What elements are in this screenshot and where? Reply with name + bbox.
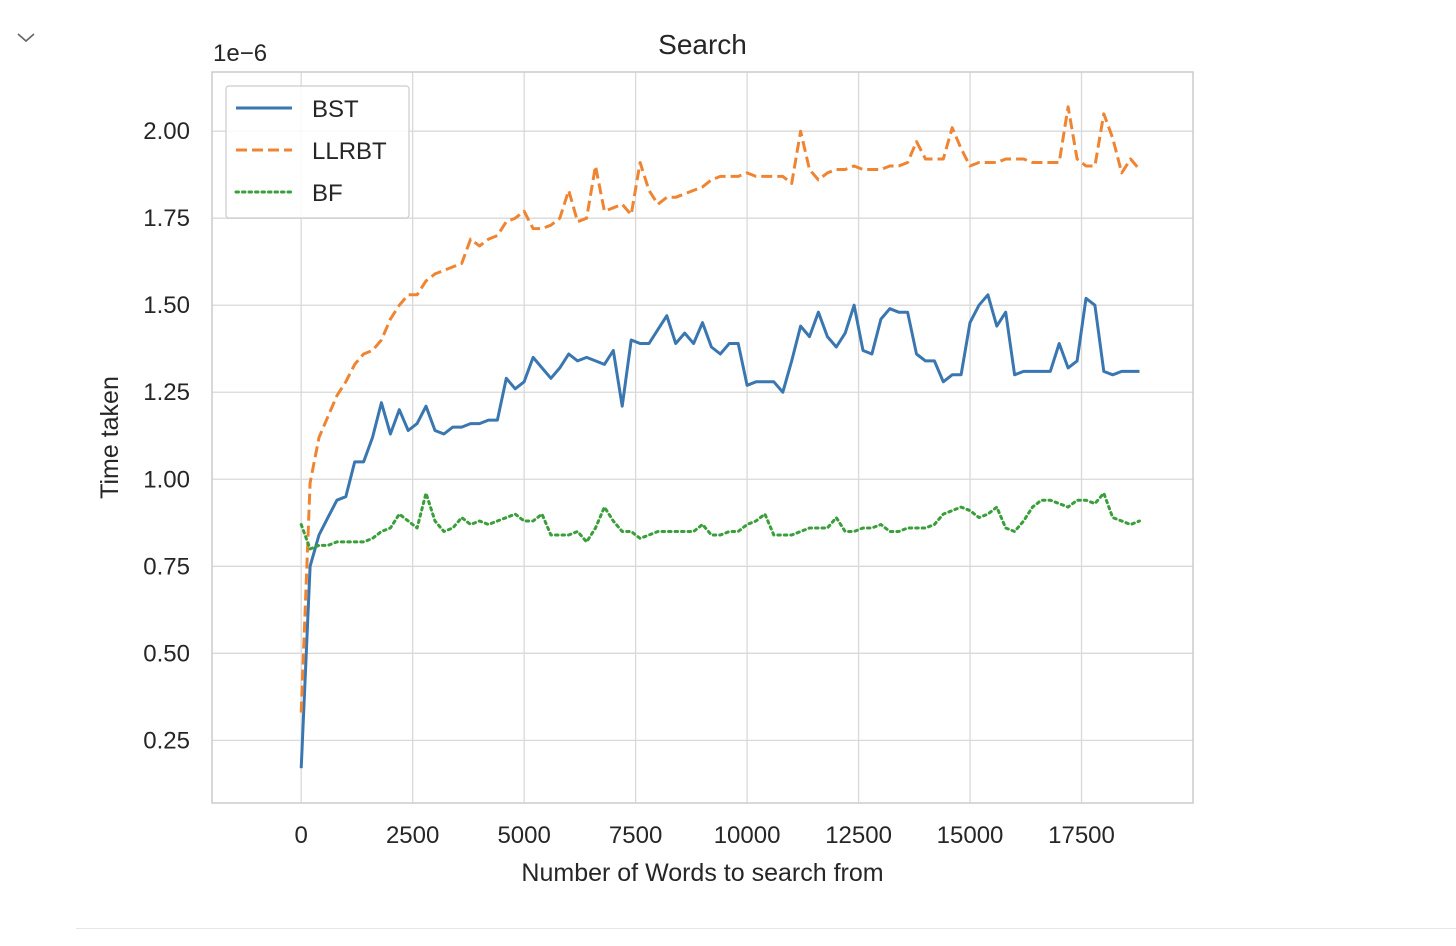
y-tick-label: 1.00 bbox=[143, 466, 190, 493]
y-tick-label: 2.00 bbox=[143, 118, 190, 145]
y-axis-label: Time taken bbox=[96, 376, 124, 499]
x-tick-label: 10000 bbox=[714, 822, 781, 849]
x-tick-label: 2500 bbox=[386, 822, 439, 849]
x-tick-label: 15000 bbox=[937, 822, 1004, 849]
y-tick-label: 0.50 bbox=[143, 640, 190, 667]
y-offset-text: 1e−6 bbox=[213, 40, 267, 67]
chart-title: Search bbox=[658, 29, 747, 60]
y-tick-label: 1.50 bbox=[143, 292, 190, 319]
chevron-down-icon bbox=[17, 33, 35, 43]
y-tick-label: 1.75 bbox=[143, 205, 190, 232]
legend-label-bst: BST bbox=[312, 96, 359, 123]
x-tick-label: 7500 bbox=[609, 822, 662, 849]
series-line-bf bbox=[299, 491, 1141, 551]
x-tick-label: 5000 bbox=[497, 822, 550, 849]
y-tick-labels: 0.25 0.50 0.75 1.00 1.25 1.50 1.75 2.00 bbox=[143, 118, 190, 754]
cell-collapse-toggle[interactable] bbox=[14, 26, 38, 50]
legend-box bbox=[225, 85, 410, 219]
cell-divider bbox=[76, 928, 1456, 929]
series-line-bst bbox=[299, 293, 1140, 769]
legend-label-llrbt: LLRBT bbox=[312, 138, 387, 165]
y-tick-label: 0.25 bbox=[143, 727, 190, 754]
legend-label-bf: BF bbox=[312, 180, 343, 207]
axes-frame bbox=[211, 71, 1194, 804]
x-tick-label: 0 bbox=[295, 822, 308, 849]
legend: BST LLRBT BF bbox=[225, 85, 410, 219]
x-tick-label: 12500 bbox=[825, 822, 892, 849]
x-tick-labels: 0 2500 5000 7500 10000 12500 15000 17500 bbox=[295, 822, 1115, 849]
y-tick-label: 1.25 bbox=[143, 379, 190, 406]
series-lines bbox=[299, 105, 1141, 769]
x-axis-label: Number of Words to search from bbox=[521, 859, 883, 887]
x-tick-label: 17500 bbox=[1048, 822, 1115, 849]
grid bbox=[212, 72, 1193, 803]
series-line-llrbt bbox=[299, 105, 1141, 713]
y-tick-label: 0.75 bbox=[143, 553, 190, 580]
